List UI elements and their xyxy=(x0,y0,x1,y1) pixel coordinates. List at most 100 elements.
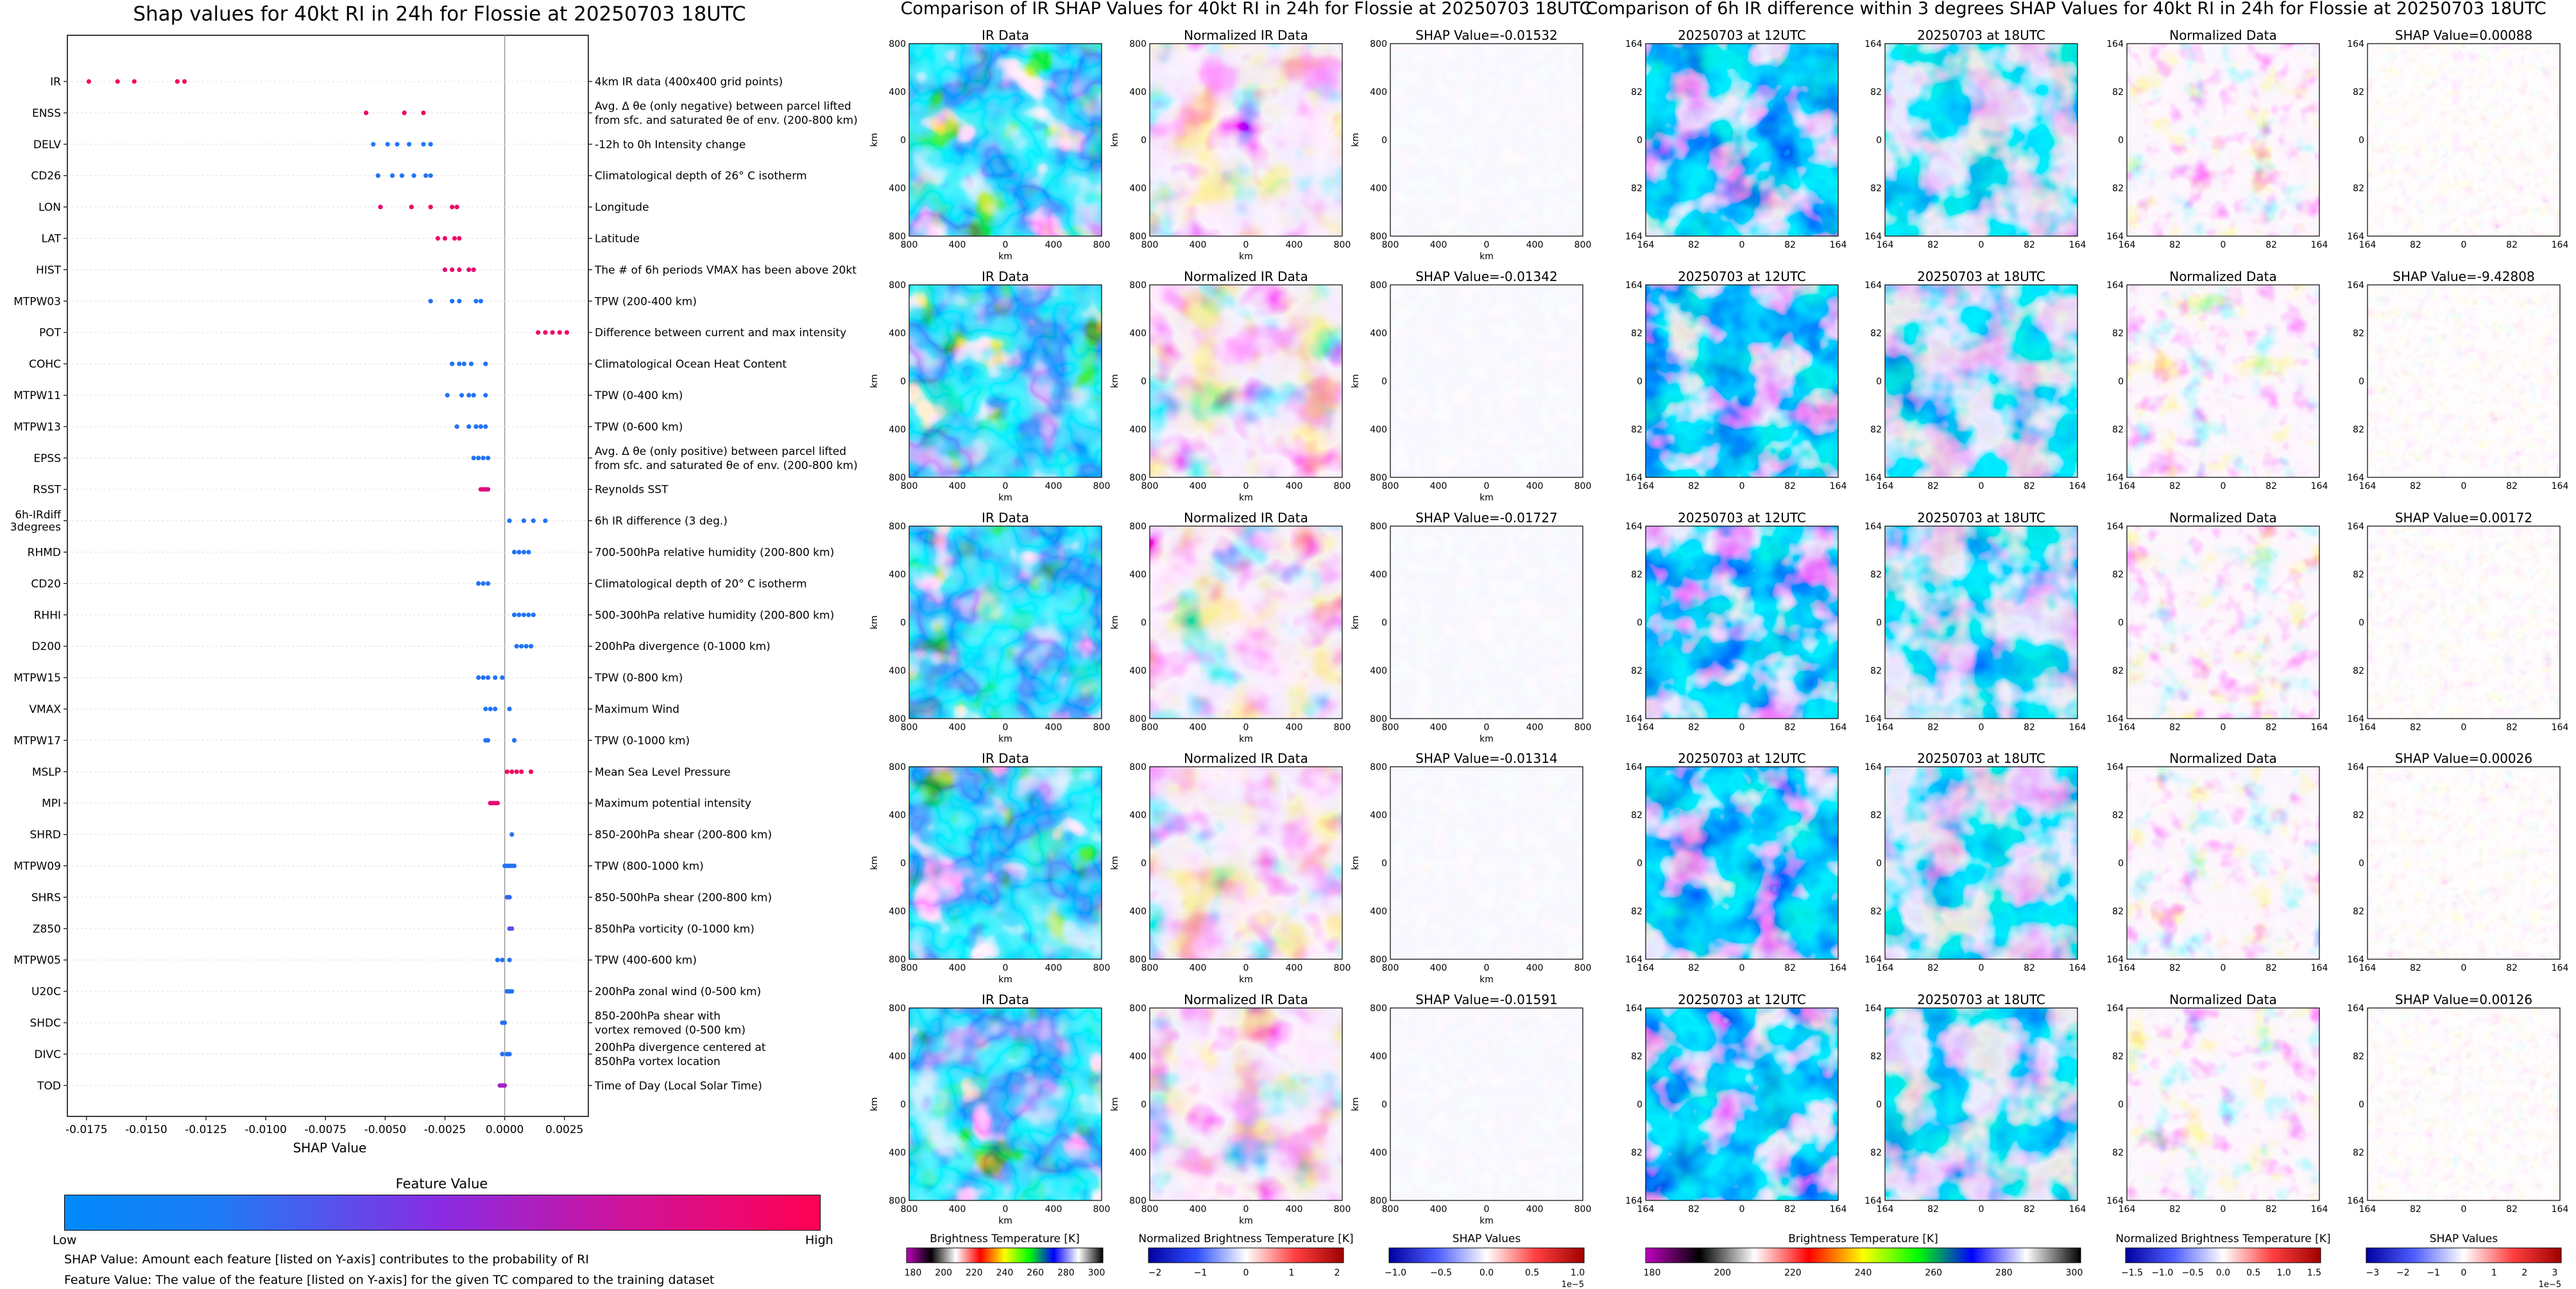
colorbar-tick-label: 280 xyxy=(1995,1268,2013,1278)
shap-point xyxy=(389,173,395,178)
y-tick-label: 0 xyxy=(1637,1100,1642,1110)
y-tick-label: 82 xyxy=(1631,570,1642,580)
x-tick-label: 0 xyxy=(1003,481,1009,491)
ir-shap-panel-field xyxy=(1390,526,1583,719)
y-axis-label: km xyxy=(1351,1097,1361,1111)
y-tick-label: 164 xyxy=(2347,232,2364,242)
x-tick-label: 0 xyxy=(1484,722,1490,733)
y-tick-label: 800 xyxy=(1129,714,1147,724)
y-tick-label: 82 xyxy=(2353,87,2364,98)
x-tick-label: 800 xyxy=(1574,722,1592,733)
y-tick-label: 82 xyxy=(1870,907,1882,917)
x-tick-label: 400 xyxy=(1045,481,1062,491)
y-tick-label: 800 xyxy=(1129,1196,1147,1206)
colorbar-tick-label: 0 xyxy=(1243,1268,1249,1278)
y-tick-label: 82 xyxy=(2353,810,2364,821)
shap-point xyxy=(471,267,476,272)
shap-point xyxy=(483,706,488,712)
shap-point xyxy=(529,769,534,774)
shap-point xyxy=(375,173,380,178)
ir-18utc-panel-title: 20250703 at 18UTC xyxy=(1917,269,2045,284)
y-axis-label: km xyxy=(1351,374,1361,388)
x-tick-label: 164 xyxy=(2359,722,2376,733)
y-tick-label: 0 xyxy=(1141,377,1147,387)
x-tick-label: 164 xyxy=(2069,240,2086,250)
y-tick-label: 800 xyxy=(1370,955,1387,965)
y-tick-label: 82 xyxy=(1631,87,1642,98)
feature-description-label: 850hPa vorticity (0-1000 km) xyxy=(595,923,755,935)
y-tick-label: 164 xyxy=(1625,280,1642,291)
feature-name-label: DELV xyxy=(33,139,61,151)
ir-18utc-panel-image xyxy=(1885,285,2077,477)
x-tick-label: 800 xyxy=(1141,963,1159,973)
x-tick-label: 164 xyxy=(1637,481,1655,491)
feature-name-label: MTPW03 xyxy=(13,295,61,308)
y-tick-label: 800 xyxy=(889,39,906,49)
y-axis-label: km xyxy=(869,856,880,870)
shap-point xyxy=(511,738,517,743)
x-axis-label: km xyxy=(1480,252,1494,262)
feature-description-label: Maximum Wind xyxy=(595,703,679,716)
feature-description-label: Latitude xyxy=(595,233,640,246)
shap-point xyxy=(516,549,522,555)
y-tick-label: 82 xyxy=(2112,666,2124,676)
x-tick-label: 0 xyxy=(1739,1204,1745,1215)
x-tick-label: 164 xyxy=(1877,1204,1894,1215)
x-tick-label: 400 xyxy=(1045,1204,1062,1215)
x-tick-label: 164 xyxy=(2069,1204,2086,1215)
colorbar-label: SHAP Values xyxy=(2430,1233,2498,1245)
colorbar-tick-label: 220 xyxy=(966,1268,983,1278)
shap-point xyxy=(459,393,465,398)
x-tick-label: 0 xyxy=(2461,1204,2467,1215)
x-tick-label: 82 xyxy=(1688,963,1700,973)
x-tick-label: 800 xyxy=(1093,722,1111,733)
feature-name-label: MTPW05 xyxy=(13,954,61,967)
feature-description-label: TPW (0-800 km) xyxy=(594,672,683,685)
x-tick-label: 164 xyxy=(2119,1204,2136,1215)
shap-point xyxy=(399,173,405,178)
diff-normalized-panel-frame xyxy=(2126,43,2320,237)
y-tick-label: 82 xyxy=(1870,666,1882,676)
shap-point xyxy=(182,79,187,84)
x-tick-label: 800 xyxy=(1093,1204,1111,1215)
shap-point xyxy=(516,612,522,617)
normalized-ir-panel-field xyxy=(1150,285,1342,477)
x-tick-label: 0 xyxy=(1243,1204,1249,1215)
ir-data-panel-field xyxy=(909,767,1102,959)
y-tick-label: 400 xyxy=(1370,1052,1387,1062)
ir-12utc-panel-field xyxy=(1646,285,1838,477)
ir-18utc-panel-title: 20250703 at 18UTC xyxy=(1917,992,2045,1007)
colorbar-tick-label: 180 xyxy=(1644,1268,1661,1278)
x-tick-label: 0 xyxy=(1003,963,1009,973)
x-tick-label: 400 xyxy=(1526,1204,1544,1215)
shap-summary-plot: IR 4km IR data (400x400 grid points) ENSS A… xyxy=(10,35,858,1156)
normalized-ir-panel-field xyxy=(1150,526,1342,719)
x-tick-label: 82 xyxy=(1784,963,1796,973)
colorbar-label: Normalized Brightness Temperature [K] xyxy=(1138,1233,1353,1245)
x-tick-label: 0 xyxy=(1979,722,1984,733)
ir-shap-panel-field xyxy=(1390,285,1583,477)
x-tick-label: 82 xyxy=(1927,1204,1939,1215)
y-tick-label: 800 xyxy=(1370,232,1387,242)
ir-shap-panel-field xyxy=(1390,767,1583,959)
y-tick-label: 164 xyxy=(2347,39,2364,49)
x-tick-label: 400 xyxy=(1526,963,1544,973)
feature-name-label: DIVC xyxy=(34,1048,61,1061)
y-tick-label: 164 xyxy=(1625,232,1642,242)
x-tick-label: 164 xyxy=(1877,963,1894,973)
x-tick-label: 164 xyxy=(2359,963,2376,973)
diff-shap-panel-frame xyxy=(2367,525,2561,719)
y-tick-label: 164 xyxy=(1864,762,1882,773)
y-tick-label: 800 xyxy=(1370,522,1387,532)
ir-data-panel-frame xyxy=(908,284,1102,478)
colorbar-tick-label: −3 xyxy=(2366,1268,2380,1278)
colorbar-tick-label: 260 xyxy=(1027,1268,1044,1278)
x-tick-label: 400 xyxy=(1045,963,1062,973)
y-tick-label: 82 xyxy=(2112,570,2124,580)
shap-point xyxy=(132,79,137,84)
y-tick-label: 82 xyxy=(1870,810,1882,821)
x-tick-label: 400 xyxy=(949,1204,966,1215)
colorbar-tick-label: 2 xyxy=(1335,1268,1340,1278)
y-tick-label: 0 xyxy=(1637,135,1642,146)
x-tick-label: 164 xyxy=(2119,963,2136,973)
